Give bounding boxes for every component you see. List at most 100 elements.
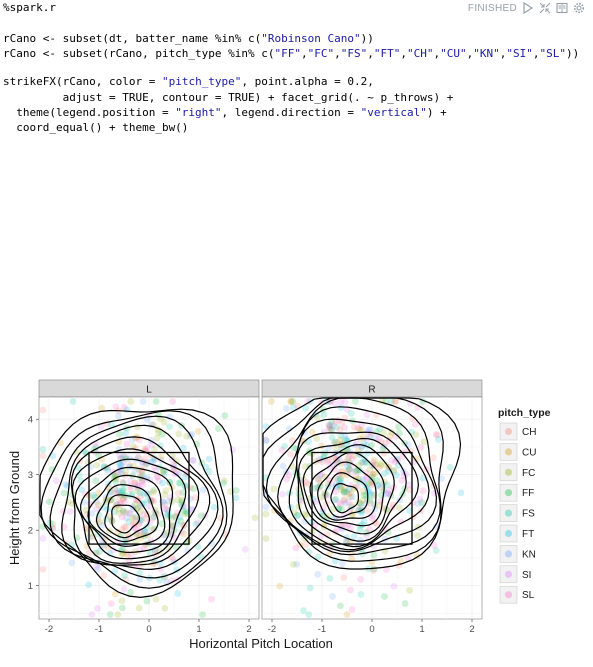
pitch-point [370, 565, 378, 573]
pitch-point [345, 486, 353, 494]
pitch-point [144, 496, 151, 504]
pitch-point [121, 498, 128, 506]
pitch-point [174, 496, 182, 503]
pitch-point [137, 493, 144, 500]
pitch-point [278, 446, 286, 454]
pitch-point [95, 451, 102, 459]
legend-key [499, 422, 518, 441]
pitch-point [66, 508, 74, 515]
pitch-point [120, 453, 127, 461]
pitch-point [232, 494, 240, 502]
pitch-point [318, 470, 326, 478]
pitch-point [380, 429, 388, 437]
pitch-point [293, 560, 301, 568]
pitch-point [205, 455, 213, 463]
pitch-point [100, 462, 108, 470]
density-contour [71, 448, 200, 564]
pitch-point [136, 546, 144, 554]
settings-icon[interactable] [573, 2, 585, 14]
pitch-point [220, 479, 227, 487]
pitch-point [375, 435, 383, 442]
pitch-point [131, 520, 139, 528]
pitch-point [340, 488, 348, 496]
pitch-point [380, 470, 388, 477]
pitch-point [330, 422, 337, 430]
pitch-point [118, 604, 126, 612]
pitch-point [333, 445, 340, 453]
pitch-point [122, 429, 130, 437]
pitch-point [386, 432, 394, 440]
pitch-point [293, 512, 301, 519]
pitch-point [179, 444, 187, 452]
legend-label: SL [522, 590, 535, 601]
pitch-point [337, 432, 345, 440]
code-line: adjust = TRUE, contour = TRUE) + facet_g… [3, 91, 454, 104]
pitch-point [324, 480, 332, 488]
pitch-point [116, 451, 123, 459]
pitch-point [329, 460, 337, 468]
pitch-point [115, 412, 122, 420]
pitch-point [124, 552, 132, 560]
pitch-point [396, 504, 403, 512]
pitch-point [60, 489, 68, 497]
pitch-point [375, 502, 383, 510]
pitch-point [297, 497, 305, 505]
pitch-point [131, 467, 139, 474]
pitch-point [133, 505, 140, 513]
x-axis-title: Horizontal Pitch Location [189, 636, 333, 651]
pitch-point [377, 462, 385, 469]
pitch-point [279, 462, 287, 470]
pitch-point [371, 519, 379, 526]
pitch-point [120, 495, 127, 503]
pitch-point [119, 507, 127, 515]
pitch-point [115, 509, 123, 517]
pitch-point [300, 607, 307, 614]
pitch-point [108, 496, 116, 503]
y-tick-label: 2 [28, 526, 33, 537]
legend-key [499, 524, 518, 543]
play-icon[interactable] [522, 2, 534, 14]
pitch-point [316, 479, 324, 487]
pitch-point [119, 487, 127, 495]
x-tick-label: 2 [246, 624, 251, 635]
pitch-point [383, 481, 391, 489]
pitch-point [340, 487, 348, 495]
pitch-point [314, 553, 322, 561]
pitch-point [94, 565, 102, 573]
pitch-point [192, 520, 200, 528]
pitch-point [194, 428, 202, 435]
pitch-point [336, 481, 344, 489]
pitch-point [175, 479, 183, 487]
book-icon[interactable] [556, 2, 568, 14]
code-line: coord_equal() + theme_bw() [3, 121, 189, 134]
pitch-point [336, 477, 344, 485]
pitch-point [430, 542, 438, 549]
pitch-point [149, 514, 157, 522]
pitch-point [351, 398, 359, 405]
pitch-point [328, 434, 336, 441]
density-contour [317, 461, 377, 521]
pitch-point [369, 479, 376, 487]
pitch-point [292, 544, 300, 552]
pitch-point [104, 543, 112, 551]
pitch-point [172, 469, 180, 477]
pitch-point [352, 467, 360, 474]
collapse-icon[interactable] [539, 2, 551, 14]
pitch-point [93, 505, 101, 513]
pitch-point [184, 547, 192, 555]
pitch-point [340, 495, 348, 503]
pitch-point [388, 456, 396, 464]
pitch-point [325, 421, 333, 429]
legend-label: FT [522, 529, 534, 540]
pitch-point [370, 462, 378, 469]
pitch-point [326, 421, 334, 429]
pitch-point [335, 499, 343, 507]
pitch-point [179, 489, 187, 496]
pitch-point [374, 481, 382, 489]
pitch-point [114, 611, 122, 618]
pitch-point [352, 483, 359, 491]
pitch-point [377, 484, 385, 491]
pitch-point [262, 503, 270, 511]
pitch-point [393, 471, 400, 479]
